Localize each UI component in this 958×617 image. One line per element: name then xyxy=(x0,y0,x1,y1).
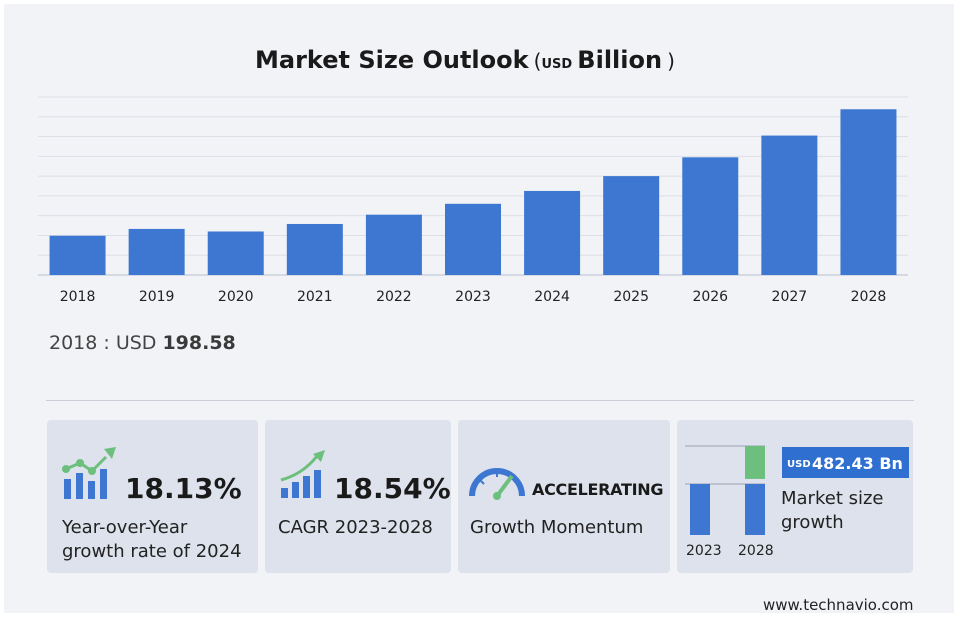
x-tick-label: 2026 xyxy=(692,289,728,305)
growth-badge-value: 482.43 Bn xyxy=(812,454,903,473)
bar-2026 xyxy=(682,157,739,275)
growth-badge: USD 482.43 Bn xyxy=(782,447,909,478)
bar-2023 xyxy=(445,203,501,275)
bar-2021 xyxy=(286,223,343,275)
first-year-number: 198.58 xyxy=(162,332,236,354)
speedometer-icon xyxy=(469,468,525,500)
growth-badge-prefix: USD xyxy=(787,459,811,470)
momentum-label: Growth Momentum xyxy=(470,517,644,538)
trend-up-icon xyxy=(280,450,325,498)
growth-year-start: 2023 xyxy=(686,543,722,559)
divider xyxy=(46,400,914,401)
title-main: Market Size Outlook xyxy=(255,46,529,74)
bar-2019 xyxy=(128,228,185,275)
cagr-value: 18.54% xyxy=(334,472,451,505)
yoy-value: 18.13% xyxy=(125,472,242,505)
bar-2018 xyxy=(49,235,106,275)
growth-label-1: Market size xyxy=(781,488,884,509)
title-paren-open: ( xyxy=(533,49,542,73)
growth-comparison-icon xyxy=(685,445,765,535)
bar-2025 xyxy=(603,176,660,275)
yoy-label-2: growth rate of 2024 xyxy=(62,541,242,562)
growth-chart-icon xyxy=(62,447,116,499)
bar-chart: 2018 2019 2020 2021 2022 2023 2024 2025 2026 2027… xyxy=(38,96,908,305)
growth-year-end: 2028 xyxy=(738,543,774,559)
cagr-label: CAGR 2023-2028 xyxy=(278,517,433,538)
x-tick-label: 2024 xyxy=(534,289,570,305)
bar-2024 xyxy=(524,190,581,275)
bar-2028 xyxy=(840,109,897,275)
x-tick-label: 2018 xyxy=(60,289,96,305)
yoy-label-1: Year-over-Year xyxy=(62,517,188,538)
momentum-value: ACCELERATING xyxy=(532,480,664,499)
bar-2020 xyxy=(207,231,264,275)
footer-site: www.technavio.com xyxy=(763,596,914,614)
first-year-value: 2018 : USD 198.58 xyxy=(49,332,236,354)
title-unit-prefix: USD xyxy=(541,57,573,72)
first-year-label: 2018 : USD xyxy=(49,332,157,354)
x-tick-label: 2021 xyxy=(297,289,333,305)
x-tick-label: 2020 xyxy=(218,289,254,305)
x-tick-label: 2028 xyxy=(851,289,887,305)
x-tick-label: 2019 xyxy=(139,289,175,305)
growth-label-2: growth xyxy=(781,512,844,533)
x-tick-label: 2027 xyxy=(772,289,808,305)
title-paren-close: ) xyxy=(667,49,675,73)
x-tick-label: 2023 xyxy=(455,289,491,305)
x-tick-label: 2022 xyxy=(376,289,412,305)
bar-2022 xyxy=(365,214,422,275)
title-unit: Billion xyxy=(577,46,663,74)
chart-title: Market Size Outlook (USD Billion ) xyxy=(0,46,930,74)
bar-2027 xyxy=(761,135,818,275)
x-tick-label: 2025 xyxy=(613,289,649,305)
